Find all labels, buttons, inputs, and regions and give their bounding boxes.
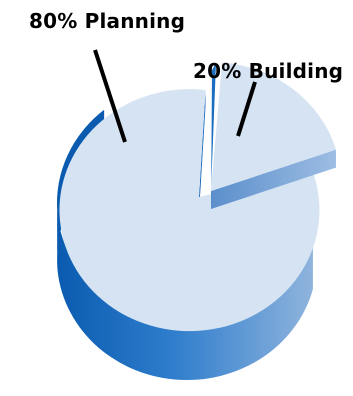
slice-planning-cut xyxy=(199,90,206,213)
label-building: 20% Building xyxy=(193,59,344,83)
slice-building-side xyxy=(211,149,336,209)
slice-building-top xyxy=(211,62,336,192)
leader-line-planning xyxy=(93,49,127,143)
slice-planning-side xyxy=(57,210,313,380)
leader-line-building xyxy=(236,81,257,137)
label-planning: 80% Planning xyxy=(29,9,186,33)
slice-planning-top xyxy=(59,89,320,332)
slice-building-cut xyxy=(211,62,217,210)
